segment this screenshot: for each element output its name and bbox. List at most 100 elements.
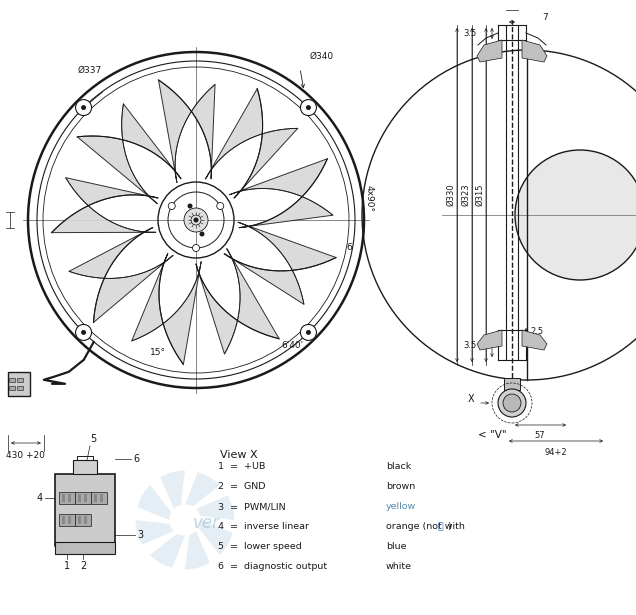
Text: 2  =  GND: 2 = GND: [218, 482, 265, 491]
Circle shape: [498, 389, 526, 417]
Circle shape: [188, 204, 193, 208]
Text: 3.5: 3.5: [464, 28, 477, 38]
Bar: [17, 386, 23, 390]
Text: 1  =  +UB: 1 = +UB: [218, 462, 265, 471]
Bar: [73, 460, 97, 474]
Bar: [8, 372, 30, 396]
Text: X: X: [467, 394, 474, 404]
Text: 5  =  lower speed: 5 = lower speed: [218, 542, 301, 551]
Polygon shape: [522, 40, 547, 62]
Polygon shape: [132, 254, 201, 365]
Polygon shape: [196, 248, 279, 354]
Text: blue: blue: [386, 542, 406, 551]
Text: 5: 5: [90, 434, 96, 444]
Polygon shape: [198, 520, 233, 555]
Polygon shape: [185, 531, 210, 569]
Polygon shape: [160, 470, 185, 509]
Text: white: white: [386, 562, 412, 571]
Bar: [62, 494, 65, 502]
Text: ver: ver: [193, 514, 220, 532]
Text: 7: 7: [542, 14, 548, 23]
Polygon shape: [477, 40, 502, 62]
Circle shape: [200, 231, 205, 237]
Text: Ø340: Ø340: [310, 52, 334, 61]
Text: 3: 3: [137, 530, 143, 540]
Bar: [68, 494, 71, 502]
Circle shape: [300, 100, 317, 116]
Text: yellow: yellow: [386, 502, 416, 511]
Text: 4: 4: [37, 493, 43, 503]
Polygon shape: [52, 178, 158, 232]
Bar: [68, 516, 71, 524]
Circle shape: [193, 218, 198, 223]
Text: 57: 57: [535, 431, 545, 440]
Polygon shape: [135, 520, 174, 545]
Text: Ø323: Ø323: [461, 184, 470, 206]
Circle shape: [81, 330, 86, 335]
Text: 3.5: 3.5: [464, 341, 477, 349]
Text: 15°: 15°: [150, 348, 166, 357]
Circle shape: [306, 105, 311, 110]
Text: 430 +20: 430 +20: [6, 451, 45, 460]
Bar: [55, 474, 115, 546]
Text: 4  =  inverse linear: 4 = inverse linear: [218, 522, 309, 531]
Circle shape: [217, 202, 224, 210]
Bar: [17, 378, 23, 382]
Bar: [75, 514, 91, 526]
Bar: [84, 494, 87, 502]
Circle shape: [503, 394, 521, 412]
Text: Ø315: Ø315: [475, 184, 484, 206]
Polygon shape: [205, 89, 298, 198]
Bar: [55, 542, 115, 554]
Text: 6  =  diagnostic output: 6 = diagnostic output: [218, 562, 327, 571]
Text: black: black: [386, 462, 411, 471]
Bar: [94, 494, 97, 502]
Bar: [9, 386, 15, 390]
Text: ⓘ: ⓘ: [438, 522, 444, 531]
Polygon shape: [137, 485, 172, 520]
Polygon shape: [522, 330, 547, 350]
Polygon shape: [196, 495, 235, 520]
Circle shape: [306, 330, 311, 335]
Circle shape: [184, 208, 208, 232]
Text: Ø330: Ø330: [446, 184, 455, 206]
Text: 1: 1: [64, 561, 70, 571]
Text: orange (not with: orange (not with: [386, 522, 468, 531]
Polygon shape: [230, 159, 333, 228]
Polygon shape: [477, 330, 502, 350]
Bar: [9, 378, 15, 382]
Bar: [75, 492, 91, 504]
Circle shape: [76, 325, 92, 341]
Text: 6: 6: [346, 243, 352, 252]
Circle shape: [76, 100, 92, 116]
Text: 4x90°: 4x90°: [364, 185, 373, 212]
Circle shape: [300, 325, 317, 341]
Text: 6'40': 6'40': [281, 341, 303, 350]
Bar: [100, 494, 103, 502]
Bar: [62, 516, 65, 524]
Text: View X: View X: [220, 450, 258, 460]
Text: 2: 2: [80, 561, 86, 571]
Circle shape: [81, 105, 86, 110]
Bar: [59, 492, 75, 504]
Text: 2.5: 2.5: [530, 328, 543, 336]
Bar: [504, 378, 520, 390]
Text: 3  =  PWM/LIN: 3 = PWM/LIN: [218, 502, 286, 511]
Circle shape: [193, 245, 200, 252]
Polygon shape: [77, 104, 181, 204]
Text: Ø337: Ø337: [78, 66, 102, 75]
Text: 6: 6: [133, 454, 139, 464]
Bar: [78, 516, 81, 524]
Text: brown: brown: [386, 482, 415, 491]
Text: < "V": < "V": [478, 430, 506, 440]
Polygon shape: [185, 472, 220, 507]
Circle shape: [515, 150, 636, 280]
Polygon shape: [225, 222, 336, 304]
Bar: [84, 516, 87, 524]
Text: 94+2: 94+2: [544, 448, 567, 457]
Bar: [78, 494, 81, 502]
Bar: [59, 514, 75, 526]
Polygon shape: [69, 228, 173, 322]
Text: ): ): [447, 522, 451, 531]
Polygon shape: [158, 80, 215, 183]
